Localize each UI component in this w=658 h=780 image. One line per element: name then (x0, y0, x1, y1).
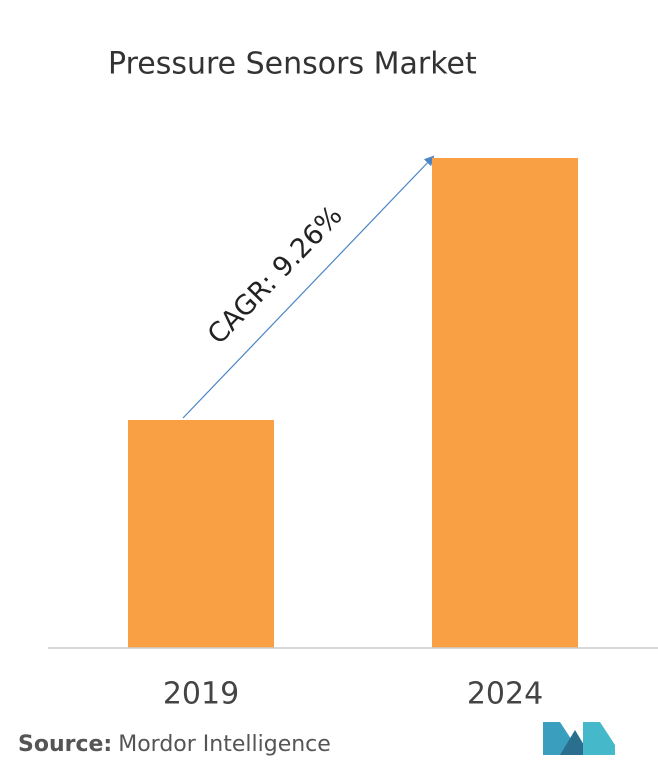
chart-title: Pressure Sensors Market (108, 47, 477, 82)
source: Source: Mordor Intelligence (18, 732, 331, 757)
x-tick-label: 2019 (163, 677, 239, 712)
bar (128, 420, 274, 648)
source-name: Mordor Intelligence (118, 732, 331, 757)
cagr-arrow (182, 155, 435, 419)
bar (432, 158, 578, 648)
x-tick-label: 2024 (467, 677, 543, 712)
logo (543, 722, 615, 755)
annotation: CAGR: 9.26% (202, 200, 349, 350)
source-label: Source: (18, 732, 112, 757)
